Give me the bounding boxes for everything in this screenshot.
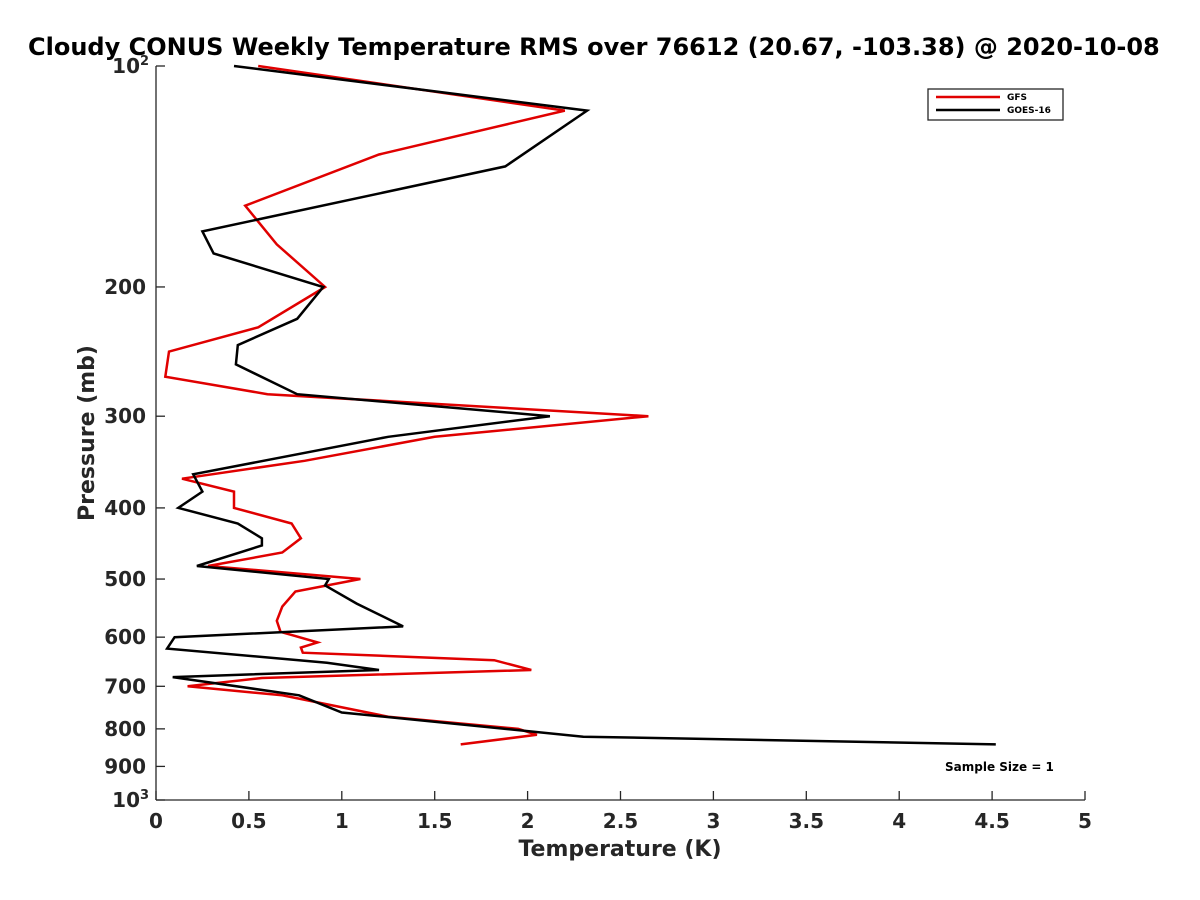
y-tick-label: 900 <box>104 754 146 778</box>
x-tick-label: 4 <box>892 809 906 833</box>
y-tick-label-base: 600 <box>104 625 146 649</box>
x-tick-label: 1 <box>335 809 349 833</box>
x-tick-label: 0 <box>149 809 163 833</box>
legend-label-goes16: GOES-16 <box>1007 106 1051 116</box>
y-tick-label-base: 10 <box>112 54 140 78</box>
y-tick-label-base: 700 <box>104 674 146 698</box>
y-tick-label: 700 <box>104 674 146 698</box>
series-line-goes-16 <box>164 64 996 746</box>
x-tick-label: 3 <box>706 809 720 833</box>
x-ticks: 0 0.5 1 1.5 2 2.5 3 3.5 4 4.5 5 <box>149 791 1092 833</box>
x-tick-label: 2.5 <box>603 809 638 833</box>
x-tick-label: 0.5 <box>231 809 266 833</box>
y-tick-label: 500 <box>104 567 146 591</box>
y-tick-label: 400 <box>104 496 146 520</box>
legend: GFS GOES-16 <box>927 88 1064 121</box>
x-tick-label: 3.5 <box>789 809 824 833</box>
y-tick-label-exponent: 2 <box>140 54 149 69</box>
series-line-gfs <box>163 64 649 746</box>
sample-size-annotation: Sample Size = 1 <box>945 760 1054 774</box>
y-tick-label-base: 300 <box>104 404 146 428</box>
series-lines <box>163 64 996 746</box>
x-tick-label: 4.5 <box>974 809 1009 833</box>
y-tick-label-base: 800 <box>104 717 146 741</box>
x-tick-label: 5 <box>1078 809 1092 833</box>
y-tick-label-base: 10 <box>112 788 140 812</box>
y-tick-label-base: 500 <box>104 567 146 591</box>
x-axis-label: Temperature (K) <box>518 837 721 862</box>
legend-box <box>927 88 1064 121</box>
y-tick-label-exponent: 3 <box>140 788 149 803</box>
x-tick-label: 1.5 <box>417 809 452 833</box>
y-tick-label: 10 <box>112 788 140 812</box>
y-tick-label: 10 <box>112 54 140 78</box>
y-tick-label-base: 400 <box>104 496 146 520</box>
legend-label-gfs: GFS <box>1007 93 1027 103</box>
chart-title: Cloudy CONUS Weekly Temperature RMS over… <box>28 33 1160 61</box>
y-tick-label: 600 <box>104 625 146 649</box>
y-tick-label-base: 200 <box>104 275 146 299</box>
x-tick-label: 2 <box>521 809 535 833</box>
y-tick-label: 800 <box>104 717 146 741</box>
y-tick-label: 300 <box>104 404 146 428</box>
y-tick-label-base: 900 <box>104 754 146 778</box>
plot-area <box>155 66 1085 801</box>
y-tick-label: 200 <box>104 275 146 299</box>
y-axis-label: Pressure (mb) <box>75 345 100 521</box>
